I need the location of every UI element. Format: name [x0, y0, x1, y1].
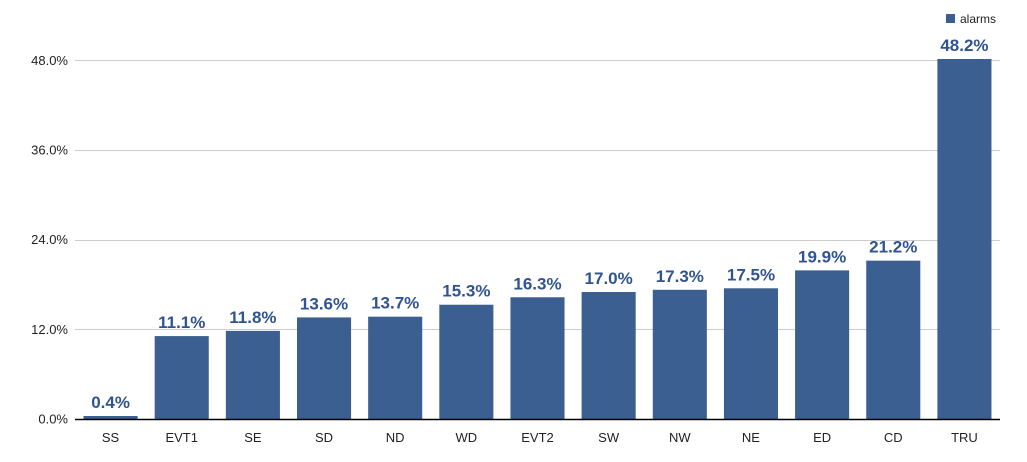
- x-tick-label: SS: [102, 430, 120, 445]
- bar: [866, 260, 921, 419]
- y-tick-label: 0.0%: [38, 412, 68, 427]
- data-label: 48.2%: [940, 36, 988, 55]
- y-axis-ticks: 0.0% 12.0% 24.0% 36.0% 48.0%: [31, 53, 68, 427]
- data-label: 13.6%: [300, 294, 348, 313]
- data-label: 21.2%: [869, 238, 917, 257]
- data-label: 11.8%: [229, 308, 276, 327]
- x-tick-label: EVT2: [521, 430, 554, 445]
- data-label: 19.9%: [798, 247, 846, 266]
- x-tick-label: NE: [742, 430, 760, 445]
- data-label: 16.3%: [513, 274, 561, 293]
- y-tick-label: 36.0%: [31, 143, 68, 158]
- data-label: 17.5%: [727, 265, 775, 284]
- bar: [581, 292, 636, 419]
- x-tick-label: SD: [315, 430, 333, 445]
- data-label: 11.1%: [158, 313, 205, 332]
- x-tick-label: WD: [456, 430, 478, 445]
- legend-label: alarms: [960, 12, 996, 26]
- data-label: 13.7%: [371, 294, 419, 313]
- bar: [937, 59, 992, 419]
- bar: [510, 297, 565, 419]
- x-tick-label: SE: [244, 430, 262, 445]
- data-label: 17.3%: [656, 267, 704, 286]
- y-tick-label: 48.0%: [31, 53, 68, 68]
- y-tick-label: 12.0%: [31, 322, 68, 337]
- bar: [439, 304, 494, 419]
- x-axis-ticks: SS EVT1 SE SD ND WD EVT2 SW NW NE ED CD TRU: [102, 430, 978, 445]
- y-tick-label: 24.0%: [31, 232, 68, 247]
- x-tick-label: TRU: [951, 430, 978, 445]
- bar: [297, 317, 352, 419]
- bar: [368, 316, 423, 419]
- bar: [723, 288, 778, 419]
- legend: alarms: [946, 12, 996, 26]
- bar: [225, 330, 280, 419]
- x-tick-label: NW: [669, 430, 691, 445]
- data-label: 17.0%: [585, 269, 633, 288]
- bars: [83, 59, 992, 419]
- bar: [83, 416, 138, 419]
- x-tick-label: SW: [598, 430, 620, 445]
- x-tick-label: CD: [884, 430, 903, 445]
- x-tick-label: ND: [386, 430, 405, 445]
- data-label: 0.4%: [91, 393, 130, 412]
- x-tick-label: ED: [813, 430, 831, 445]
- legend-swatch: [946, 14, 955, 23]
- data-label: 15.3%: [442, 282, 490, 301]
- x-tick-label: EVT1: [165, 430, 198, 445]
- data-labels: 0.4% 11.1% 11.8% 13.6% 13.7% 15.3% 16.3% 17.0% 1…: [91, 36, 988, 412]
- bar: [652, 289, 707, 419]
- bar: [795, 270, 850, 419]
- bar: [154, 336, 209, 419]
